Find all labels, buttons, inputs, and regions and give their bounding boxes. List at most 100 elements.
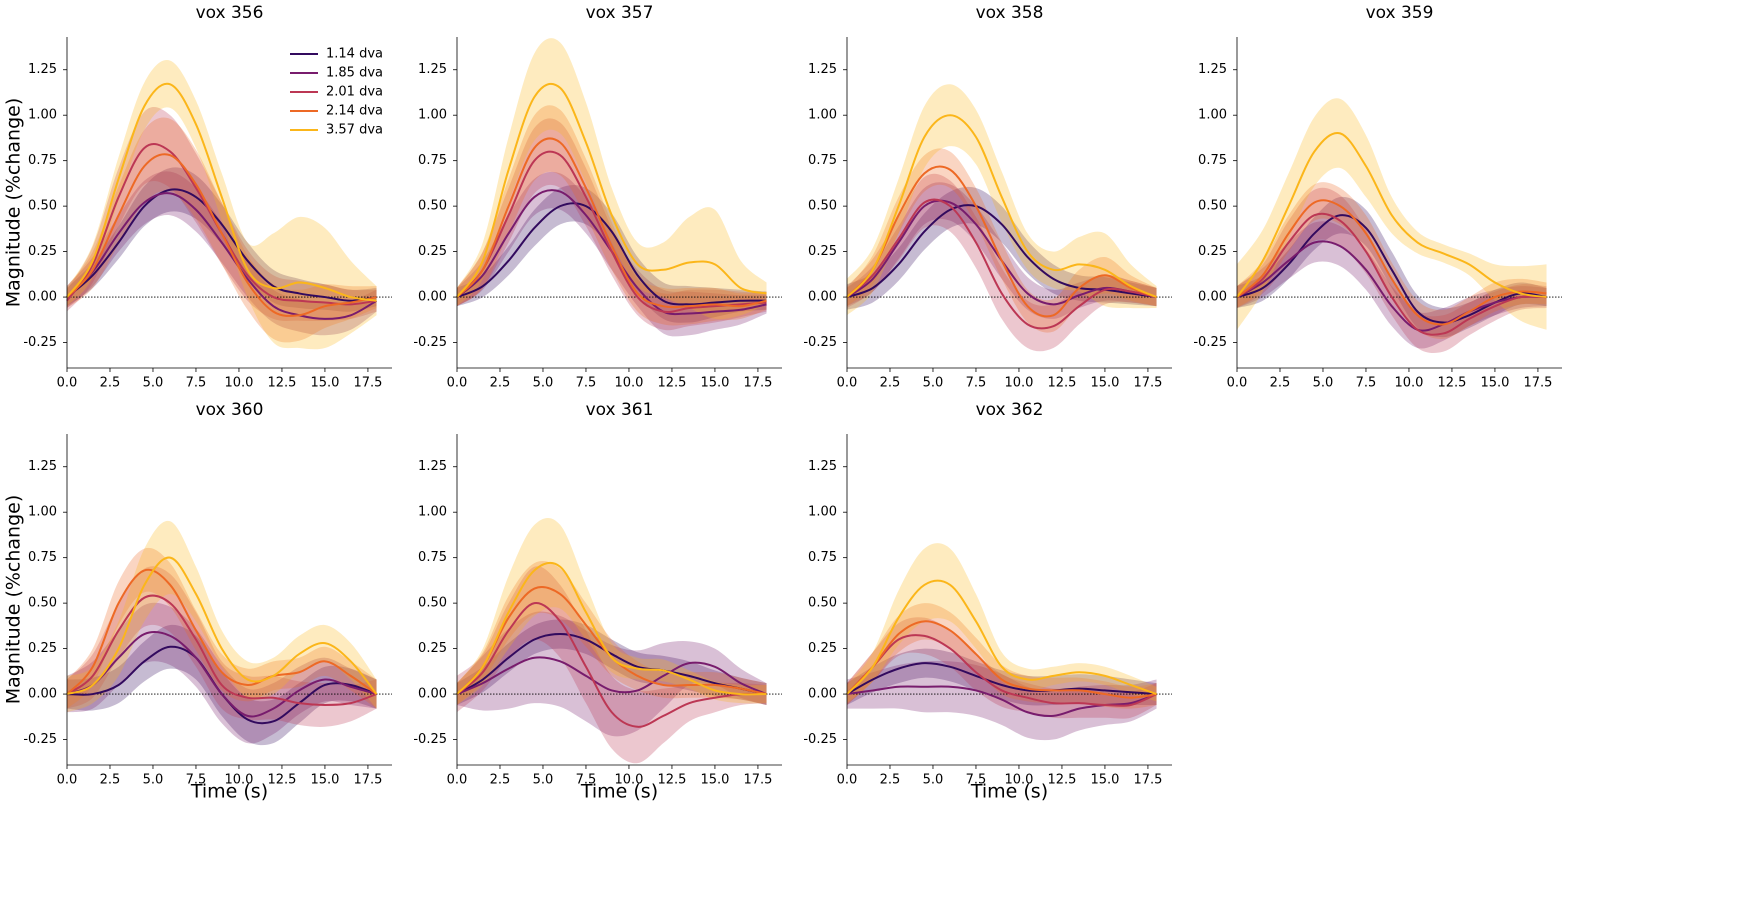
x-tick-label: 2.5 [880, 773, 901, 788]
x-tick-label: 5.0 [143, 773, 164, 788]
series-line [66, 556, 378, 696]
series-line [1236, 212, 1547, 336]
x-tick-label: 17.5 [743, 773, 772, 788]
x-tick-label: 5.0 [533, 376, 554, 391]
legend-label: 1.14 dva [326, 47, 383, 62]
x-tick-label: 12.5 [1437, 376, 1466, 391]
series-line [846, 662, 1157, 696]
y-tick-label: 0.00 [808, 687, 837, 702]
error-band [1237, 221, 1547, 349]
panel: 0.0 2.5 5.0 7.5 10.0 12.5 15.0 17.5 -0.25 0.00 0.2… [1193, 3, 1562, 391]
panel: 0.0 2.5 5.0 7.5 10.0 12.5 15.0 17.5 -0.25 0.00 0.2… [3, 3, 392, 391]
legend-label: 1.85 dva [326, 66, 383, 81]
y-tick-label: 0.25 [1198, 244, 1227, 259]
series-line [456, 202, 767, 306]
y-tick-label: -0.25 [1193, 335, 1227, 350]
x-tick-label: 15.0 [700, 376, 729, 391]
y-tick-label: -0.25 [803, 732, 837, 747]
series-line [66, 192, 378, 320]
panel-title: vox 359 [1366, 3, 1434, 23]
x-tick-label: 17.5 [353, 376, 382, 391]
panel: 0.0 2.5 5.0 7.5 10.0 12.5 15.0 17.5 -0.25 0.00 0.2… [413, 400, 782, 803]
y-tick-label: 0.50 [28, 199, 57, 214]
x-tick-label: 0.0 [447, 376, 468, 391]
x-tick-label: 10.0 [224, 773, 253, 788]
error-band [457, 611, 767, 737]
error-band [67, 107, 377, 321]
series-line [846, 579, 1157, 696]
error-band [67, 566, 377, 727]
panel: 0.0 2.5 5.0 7.5 10.0 12.5 15.0 17.5 -0.25 0.00 0.2… [3, 400, 392, 803]
y-tick-label: 0.25 [418, 641, 447, 656]
x-tick-label: 0.0 [57, 773, 78, 788]
error-band [847, 186, 1157, 310]
error-band [847, 84, 1157, 316]
series-line [456, 82, 767, 298]
series-line [1236, 199, 1547, 326]
panel: 0.0 2.5 5.0 7.5 10.0 12.5 15.0 17.5 -0.25 0.00 0.2… [803, 3, 1172, 391]
x-tick-label: 0.0 [1227, 376, 1248, 391]
error-band [457, 566, 767, 764]
error-band [1237, 196, 1547, 338]
series-line [66, 630, 377, 718]
error-band [67, 547, 377, 709]
error-band [847, 182, 1157, 319]
y-tick-label: 0.50 [28, 596, 57, 611]
y-tick-label: 1.00 [808, 505, 837, 520]
y-tick-label: 0.00 [28, 290, 57, 305]
y-tick-label: -0.25 [413, 732, 447, 747]
error-band [457, 561, 767, 705]
x-tick-label: 7.5 [186, 376, 207, 391]
legend-label: 3.57 dva [326, 123, 383, 138]
error-band [847, 617, 1157, 719]
y-tick-label: 1.00 [418, 108, 447, 123]
y-tick-label: 0.00 [28, 687, 57, 702]
y-tick-label: 1.00 [28, 505, 57, 520]
x-tick-label: 15.0 [310, 376, 339, 391]
x-tick-label: 10.0 [224, 376, 253, 391]
panel-title: vox 356 [196, 3, 264, 23]
x-tick-label: 5.0 [1313, 376, 1334, 391]
y-tick-label: 0.75 [418, 550, 447, 565]
x-tick-label: 5.0 [923, 773, 944, 788]
error-band [67, 520, 377, 713]
x-tick-label: 5.0 [533, 773, 554, 788]
series-line [846, 620, 1157, 699]
x-tick-label: 7.5 [1356, 376, 1377, 391]
x-tick-label: 7.5 [576, 376, 597, 391]
x-tick-label: 7.5 [966, 376, 987, 391]
y-tick-label: 0.00 [808, 290, 837, 305]
y-tick-label: 0.75 [808, 153, 837, 168]
series-line [846, 165, 1157, 318]
x-tick-label: 12.5 [267, 376, 296, 391]
legend: 1.14 dva 1.85 dva 2.01 dva 2.14 dva 3.57 dva [290, 47, 383, 138]
y-tick-label: 0.50 [418, 199, 447, 214]
x-tick-label: 15.0 [310, 773, 339, 788]
y-tick-label: -0.25 [803, 335, 837, 350]
error-band [457, 619, 767, 705]
y-tick-label: 0.00 [1198, 290, 1227, 305]
x-tick-label: 2.5 [880, 376, 901, 391]
error-band [457, 517, 767, 705]
x-tick-label: 7.5 [576, 773, 597, 788]
y-tick-label: 1.00 [808, 108, 837, 123]
panel-title: vox 358 [976, 3, 1044, 23]
series-line [456, 633, 767, 696]
x-axis-label: Time (s) [970, 781, 1048, 803]
error-band [457, 171, 767, 337]
x-tick-label: 12.5 [1047, 773, 1076, 788]
x-tick-label: 12.5 [267, 773, 296, 788]
y-tick-label: 1.25 [1198, 62, 1227, 77]
series-line [66, 82, 377, 302]
x-tick-label: 17.5 [743, 376, 772, 391]
error-band [67, 171, 377, 336]
panel-title: vox 361 [586, 400, 654, 420]
error-band [457, 118, 767, 331]
error-band [847, 148, 1157, 333]
x-tick-label: 10.0 [614, 773, 643, 788]
x-tick-label: 15.0 [700, 773, 729, 788]
y-tick-label: -0.25 [23, 335, 57, 350]
y-tick-label: 0.75 [418, 153, 447, 168]
